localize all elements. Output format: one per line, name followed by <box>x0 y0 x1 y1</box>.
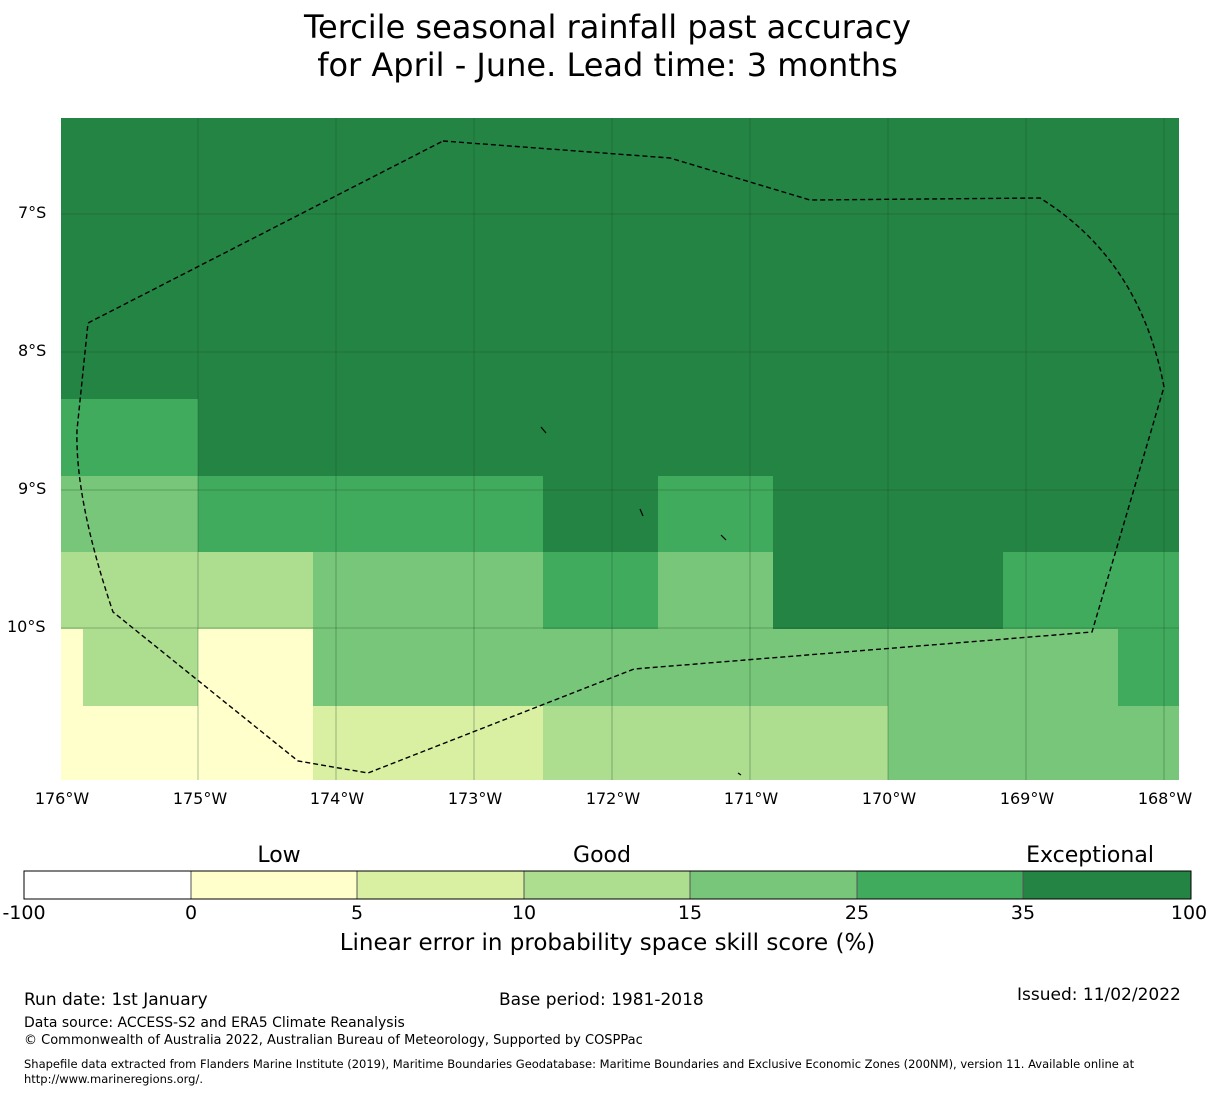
colorbar-swatch <box>524 871 690 899</box>
islands <box>540 426 742 776</box>
grid-cell <box>543 706 888 780</box>
grid-cell <box>313 706 543 780</box>
colorbar-swatch <box>690 871 857 899</box>
run-date: Run date: 1st January <box>24 990 208 1010</box>
skill-grid-cells <box>61 118 1179 780</box>
island <box>720 534 727 541</box>
grid-cell <box>61 118 1179 399</box>
lat-label: 10°S <box>7 617 46 636</box>
lon-label: 176°W <box>34 789 90 808</box>
graticule <box>61 118 1179 780</box>
lon-label: 174°W <box>309 789 365 808</box>
colorbar <box>23 870 1192 900</box>
grid-cell <box>543 476 658 552</box>
colorbar-tick: 25 <box>844 902 870 924</box>
colorbar-swatch <box>357 871 524 899</box>
colorbar-swatch <box>857 871 1023 899</box>
colorbar-swatch <box>24 871 191 899</box>
lat-label: 8°S <box>18 341 47 360</box>
colorbar-tick: 5 <box>350 902 364 924</box>
grid-cell <box>198 399 1179 476</box>
grid-cell <box>198 629 313 706</box>
grid-cell <box>773 476 1179 552</box>
lon-label: 173°W <box>447 789 503 808</box>
colorbar-frame <box>23 870 1192 900</box>
grid-cell <box>198 476 543 552</box>
grid-cell <box>83 629 198 706</box>
grid-cell <box>543 552 658 629</box>
map-title-line-1: Tercile seasonal rainfall past accuracy <box>303 8 912 46</box>
grid-cell <box>773 552 1003 629</box>
copyright: © Commonwealth of Australia 2022, Austra… <box>24 1033 643 1048</box>
island <box>639 508 644 517</box>
colorbar-tick: 100 <box>1170 902 1208 924</box>
grid-cell <box>61 629 83 706</box>
data-source: Data source: ACCESS-S2 and ERA5 Climate … <box>24 1015 405 1031</box>
lon-label: 168°W <box>1137 789 1193 808</box>
lon-label: 169°W <box>999 789 1055 808</box>
colorbar-tick: 0 <box>184 902 198 924</box>
eez-boundary <box>76 140 1165 774</box>
colorbar-category-good: Good <box>573 843 631 868</box>
map-title-line-2: for April - June. Lead time: 3 months <box>317 46 898 84</box>
lon-label: 172°W <box>585 789 641 808</box>
base-period: Base period: 1981-2018 <box>499 990 704 1010</box>
lon-label: 171°W <box>723 789 779 808</box>
colorbar-category-exceptional: Exceptional <box>1026 843 1154 868</box>
shapefile-credit-line-1: Shapefile data extracted from Flanders M… <box>24 1057 1135 1071</box>
grid-cell <box>888 706 1179 780</box>
grid-cell <box>1118 629 1179 706</box>
colorbar-tick: 35 <box>1010 902 1036 924</box>
grid-cell <box>61 552 313 629</box>
colorbar-tick: 15 <box>677 902 703 924</box>
lon-label: 170°W <box>861 789 917 808</box>
island <box>540 426 547 434</box>
colorbar-swatch <box>191 871 357 899</box>
shapefile-credit-line-2: http://www.marineregions.org/. <box>24 1072 203 1086</box>
grid-cell <box>61 706 313 780</box>
colorbar-category-low: Low <box>257 843 301 868</box>
grid-cell <box>658 552 773 629</box>
island <box>737 772 742 776</box>
lat-label: 9°S <box>18 479 47 498</box>
lon-label: 175°W <box>172 789 228 808</box>
colorbar-swatch <box>1023 871 1191 899</box>
grid-cell <box>61 399 198 476</box>
colorbar-tick: -100 <box>2 902 46 924</box>
grid-cell <box>1003 552 1179 629</box>
grid-cell <box>658 476 773 552</box>
colorbar-tick: 10 <box>511 902 537 924</box>
lat-label: 7°S <box>18 203 47 222</box>
grid-cell <box>313 552 543 629</box>
issued-date: Issued: 11/02/2022 <box>1017 985 1181 1005</box>
grid-cell <box>61 476 198 552</box>
colorbar-axis-label: Linear error in probability space skill … <box>339 930 876 956</box>
grid-cell <box>313 629 1118 706</box>
